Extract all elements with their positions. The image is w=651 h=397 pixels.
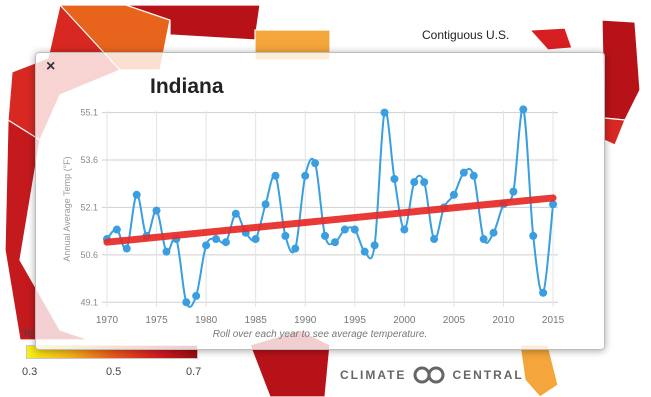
data-point[interactable]: [291, 244, 300, 253]
x-tick-label: 2005: [443, 315, 466, 326]
x-tick-label: 2010: [492, 315, 515, 326]
data-point[interactable]: [380, 108, 389, 117]
data-point[interactable]: [390, 174, 399, 183]
data-point[interactable]: [311, 159, 320, 168]
legend-tick: 0.5: [106, 366, 122, 378]
data-point[interactable]: [549, 200, 558, 209]
y-tick-label: 52.1: [80, 202, 98, 212]
data-point[interactable]: [112, 225, 121, 234]
data-point[interactable]: [489, 228, 498, 237]
data-point[interactable]: [420, 178, 429, 187]
map-region-mid-atlantic: [603, 117, 626, 146]
data-point[interactable]: [251, 235, 260, 244]
data-point[interactable]: [281, 231, 290, 240]
x-tick-label: 2000: [393, 315, 416, 326]
close-icon[interactable]: ×: [46, 58, 56, 75]
brand-text-right: CENTRAL: [452, 368, 524, 382]
state-detail-panel: × Indiana 49.1 50.6 52.1 53.6 55.1 1970 1975 19…: [35, 52, 605, 350]
legend-tick: 0.3: [22, 366, 38, 378]
x-tick-label: 1970: [96, 315, 119, 326]
y-tick-label: 55.1: [80, 108, 98, 118]
map-region-north-rockies: [125, 4, 261, 41]
data-point[interactable]: [182, 298, 191, 307]
climate-central-logo: CLIMATE CENTRAL: [340, 366, 524, 384]
x-tick-label: 1990: [294, 315, 317, 326]
data-point[interactable]: [539, 288, 548, 297]
region-label: Contiguous U.S.: [422, 28, 510, 42]
data-point[interactable]: [400, 225, 409, 234]
map-region-florida: [519, 344, 559, 397]
data-point[interactable]: [469, 171, 478, 180]
map-region-michigan-inset: [528, 27, 573, 51]
legend-tick: 0.7: [186, 366, 202, 378]
chart-hint: Roll over each year to see average tempe…: [212, 329, 428, 340]
data-point[interactable]: [340, 225, 349, 234]
brand-text-left: CLIMATE: [340, 368, 407, 382]
data-point[interactable]: [529, 231, 538, 240]
data-point[interactable]: [271, 171, 280, 180]
data-point[interactable]: [360, 247, 369, 256]
data-point[interactable]: [221, 238, 230, 247]
y-tick-label: 53.6: [80, 155, 98, 165]
x-tick-label: 1985: [245, 315, 268, 326]
data-point[interactable]: [212, 235, 220, 244]
state-shapes: [4, 4, 641, 397]
data-point[interactable]: [479, 235, 488, 244]
data-point[interactable]: [430, 235, 439, 244]
data-point[interactable]: [370, 241, 379, 250]
x-tick-label: 2015: [542, 315, 565, 326]
data-point[interactable]: [152, 206, 161, 215]
trend-line: [103, 194, 557, 246]
plot-area: [102, 111, 558, 307]
x-tick-label: 1980: [195, 315, 218, 326]
data-point[interactable]: [261, 200, 270, 209]
data-point[interactable]: [509, 187, 518, 196]
data-point[interactable]: [132, 190, 141, 199]
data-point[interactable]: [192, 291, 201, 300]
data-point[interactable]: [459, 168, 468, 177]
x-tick-label: 1995: [344, 315, 367, 326]
data-point[interactable]: [162, 247, 171, 256]
data-point[interactable]: [350, 225, 359, 234]
y-tick-label: 50.6: [80, 250, 98, 260]
data-point[interactable]: [519, 105, 528, 114]
y-axis-label: Annual Average Temp (°F): [62, 156, 72, 261]
y-tick-label: 49.1: [80, 297, 98, 307]
data-point[interactable]: [231, 209, 240, 218]
map-region-new-england: [601, 19, 641, 121]
data-point[interactable]: [122, 244, 131, 253]
x-tick-label: 1975: [145, 315, 168, 326]
data-point[interactable]: [449, 190, 458, 199]
panel-title: Indiana: [150, 75, 224, 98]
data-point[interactable]: [410, 178, 419, 187]
data-point[interactable]: [301, 171, 310, 180]
temperature-line-chart: 49.1 50.6 52.1 53.6 55.1 1970 1975 1980 1985 1990…: [62, 105, 565, 326]
data-point[interactable]: [321, 231, 330, 240]
legend-label: Te: [22, 328, 34, 340]
data-point[interactable]: [202, 241, 211, 250]
infinity-logo-icon: [413, 366, 445, 384]
data-point[interactable]: [330, 238, 339, 247]
